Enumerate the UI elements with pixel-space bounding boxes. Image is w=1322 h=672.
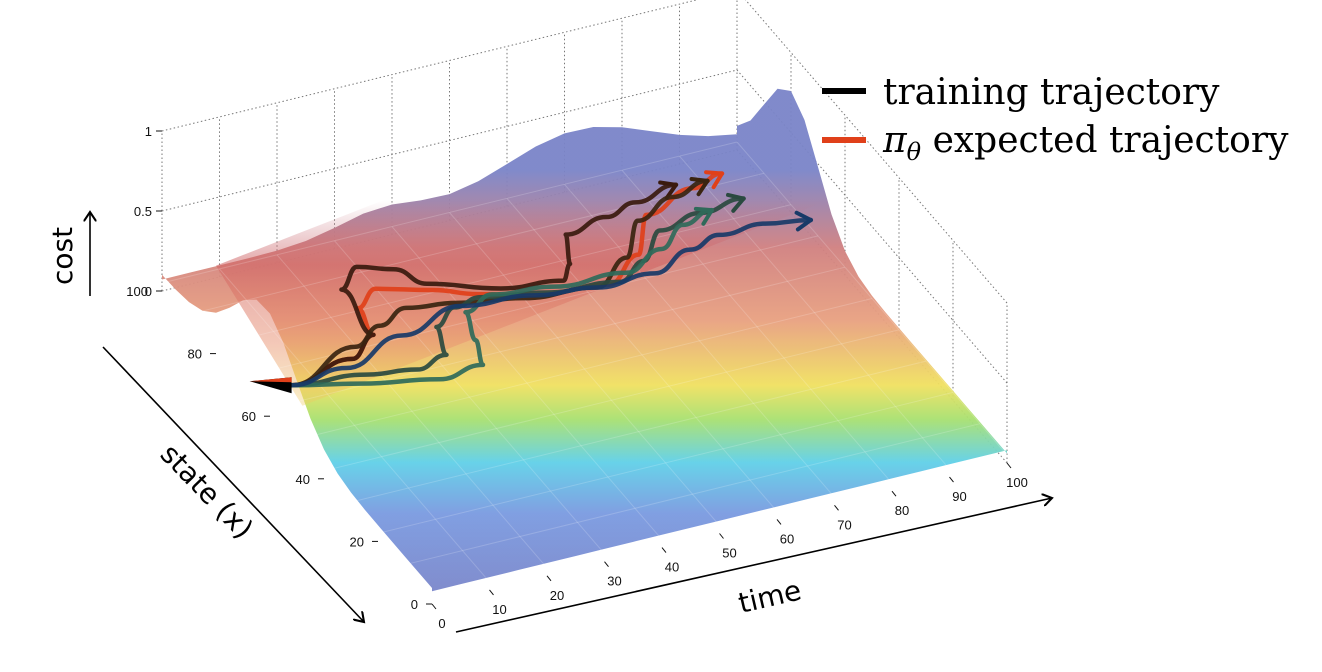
surface-gridline bbox=[621, 169, 893, 484]
x-tick-mark bbox=[661, 547, 667, 553]
surface-gridline bbox=[506, 198, 778, 512]
cost-ridge bbox=[216, 62, 824, 406]
x-tick-label: 0 bbox=[438, 616, 445, 631]
surface-gridline bbox=[219, 268, 490, 583]
legend-label-expected: πθ expected trajectory bbox=[882, 120, 1289, 166]
surface-gridline bbox=[736, 141, 1008, 456]
y-tick-label: 80 bbox=[188, 347, 202, 362]
surface-gridline bbox=[350, 360, 927, 503]
x-tick-mark bbox=[834, 504, 839, 511]
back-wall-gridline bbox=[161, 0, 699, 132]
z-axis-title: cost bbox=[46, 227, 79, 285]
x-tick-mark bbox=[776, 519, 782, 525]
trajectory-arrowhead bbox=[794, 210, 813, 232]
x-axis-arrow bbox=[455, 498, 1052, 633]
surface-gridline bbox=[161, 282, 433, 597]
x-axis-title: time bbox=[735, 574, 804, 620]
z-tick-label: 0 bbox=[145, 284, 152, 299]
surface-gridline bbox=[334, 240, 605, 555]
trajectory-arrowhead bbox=[693, 206, 714, 226]
surface-gridline bbox=[296, 298, 873, 440]
y-axis-title: state (x) bbox=[154, 437, 260, 545]
x-tick-label: 70 bbox=[837, 517, 851, 532]
legend-pi: π bbox=[882, 120, 908, 161]
trajectory-start-marker bbox=[249, 377, 292, 383]
legend-theta: θ bbox=[907, 138, 922, 166]
trajectory-arrowhead bbox=[704, 170, 724, 190]
x-tick-label: 40 bbox=[665, 560, 679, 575]
x-tick-mark bbox=[719, 533, 724, 539]
training-trajectory bbox=[289, 178, 710, 388]
x-tick-mark bbox=[891, 490, 897, 497]
y-tick-label: 0 bbox=[411, 597, 418, 612]
x-tick-mark bbox=[546, 575, 552, 582]
x-tick-label: 10 bbox=[492, 602, 506, 617]
legend-label-training: training trajectory bbox=[883, 72, 1220, 113]
x-tick-mark bbox=[489, 589, 494, 596]
x-tick-label: 30 bbox=[607, 574, 621, 589]
trajectory-arrowhead bbox=[726, 192, 746, 213]
surface-gridline bbox=[391, 226, 663, 540]
trajectory-arrowhead bbox=[658, 180, 678, 200]
x-tick-mark bbox=[1006, 462, 1012, 469]
x-tick-mark bbox=[431, 603, 437, 610]
surface-gridline bbox=[161, 141, 738, 284]
surface-gridline bbox=[377, 391, 954, 534]
y-axis-arrow bbox=[102, 346, 364, 622]
x-tick-label: 80 bbox=[895, 503, 909, 518]
training-trajectory bbox=[289, 217, 814, 388]
surface-gridline bbox=[323, 329, 900, 472]
x-tick-mark bbox=[604, 561, 609, 568]
trajectory-arrowhead bbox=[689, 177, 710, 197]
legend: training trajectory πθ expected trajector… bbox=[822, 72, 1289, 166]
surface-gridline bbox=[679, 155, 950, 470]
y-tick-label: 40 bbox=[296, 472, 310, 487]
z-tick-label: 0.5 bbox=[134, 204, 152, 219]
x-tick-label: 60 bbox=[780, 531, 794, 546]
x-tick-label: 90 bbox=[952, 489, 966, 504]
y-tick-label: 20 bbox=[350, 534, 364, 549]
surface-gridline bbox=[276, 254, 548, 569]
surface-gridline bbox=[564, 183, 835, 498]
surface-gridline bbox=[431, 454, 1008, 597]
surface-gridline bbox=[215, 204, 792, 347]
surface-gridline bbox=[404, 423, 981, 566]
side-wall-gridline bbox=[744, 0, 1008, 304]
back-wall-gridline bbox=[161, 69, 738, 212]
x-tick-label: 50 bbox=[722, 546, 736, 561]
training-trajectory bbox=[289, 196, 746, 388]
x-tick-label: 100 bbox=[1006, 475, 1028, 490]
surface-gridline bbox=[449, 212, 720, 526]
training-trajectory bbox=[289, 182, 679, 388]
x-tick-mark bbox=[949, 476, 954, 483]
y-tick-label: 60 bbox=[242, 409, 256, 424]
legend-rest: expected trajectory bbox=[921, 120, 1289, 161]
x-tick-label: 20 bbox=[550, 588, 564, 603]
y-tick-label: 100 bbox=[126, 284, 148, 299]
z-tick-label: 1 bbox=[145, 124, 152, 139]
